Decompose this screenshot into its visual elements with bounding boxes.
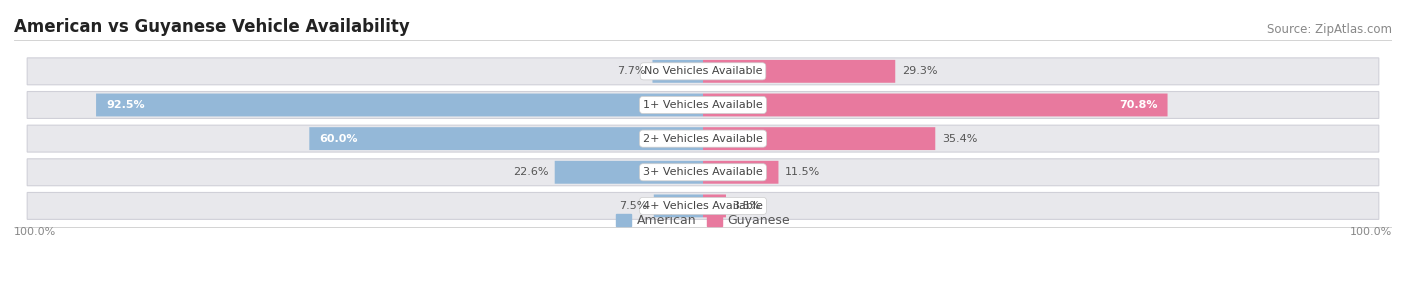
FancyBboxPatch shape xyxy=(652,60,703,83)
Legend: American, Guyanese: American, Guyanese xyxy=(610,209,796,232)
Text: 22.6%: 22.6% xyxy=(513,167,548,177)
FancyBboxPatch shape xyxy=(27,125,1379,152)
FancyBboxPatch shape xyxy=(555,161,703,184)
Text: 100.0%: 100.0% xyxy=(14,227,56,237)
Text: 3.5%: 3.5% xyxy=(733,201,761,211)
FancyBboxPatch shape xyxy=(703,194,725,217)
Text: 3+ Vehicles Available: 3+ Vehicles Available xyxy=(643,167,763,177)
Text: 60.0%: 60.0% xyxy=(319,134,357,144)
Text: No Vehicles Available: No Vehicles Available xyxy=(644,66,762,76)
FancyBboxPatch shape xyxy=(27,58,1379,85)
Text: Source: ZipAtlas.com: Source: ZipAtlas.com xyxy=(1267,23,1392,36)
FancyBboxPatch shape xyxy=(703,161,779,184)
Text: 4+ Vehicles Available: 4+ Vehicles Available xyxy=(643,201,763,211)
Text: 35.4%: 35.4% xyxy=(942,134,977,144)
FancyBboxPatch shape xyxy=(309,127,703,150)
Text: 7.7%: 7.7% xyxy=(617,66,645,76)
Text: 92.5%: 92.5% xyxy=(105,100,145,110)
Text: 2+ Vehicles Available: 2+ Vehicles Available xyxy=(643,134,763,144)
Text: 29.3%: 29.3% xyxy=(901,66,938,76)
Text: 100.0%: 100.0% xyxy=(1350,227,1392,237)
FancyBboxPatch shape xyxy=(96,94,703,116)
FancyBboxPatch shape xyxy=(703,60,896,83)
Text: 1+ Vehicles Available: 1+ Vehicles Available xyxy=(643,100,763,110)
FancyBboxPatch shape xyxy=(27,159,1379,186)
FancyBboxPatch shape xyxy=(703,94,1167,116)
Text: American vs Guyanese Vehicle Availability: American vs Guyanese Vehicle Availabilit… xyxy=(14,18,409,36)
Text: 11.5%: 11.5% xyxy=(785,167,820,177)
FancyBboxPatch shape xyxy=(703,127,935,150)
Text: 70.8%: 70.8% xyxy=(1119,100,1157,110)
Text: 7.5%: 7.5% xyxy=(619,201,647,211)
FancyBboxPatch shape xyxy=(27,92,1379,118)
FancyBboxPatch shape xyxy=(27,192,1379,219)
FancyBboxPatch shape xyxy=(654,194,703,217)
